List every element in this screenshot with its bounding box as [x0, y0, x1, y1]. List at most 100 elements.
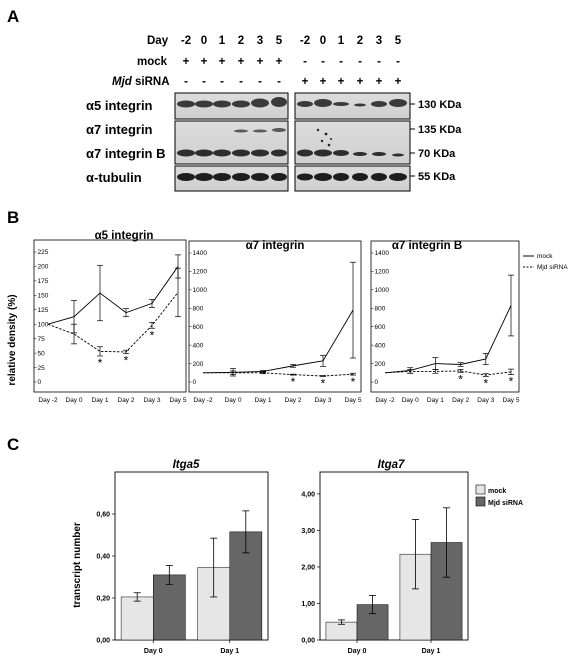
- day-label: 3: [257, 35, 263, 47]
- day-label: -2: [181, 35, 191, 47]
- day-row-label: Day: [147, 35, 169, 47]
- x-tick-label: Day 0: [402, 397, 419, 404]
- x-tick-label: Day 0: [144, 648, 163, 655]
- treatment-mark: -: [358, 56, 362, 68]
- panel-c-ylabel: transcript number: [72, 522, 83, 608]
- treatment-mark: -: [396, 56, 400, 68]
- kda-tubulin: 55 KDa: [418, 171, 456, 183]
- legend-b-sirna: Mjd siRNA: [537, 264, 568, 271]
- x-tick-label: Day 0: [348, 648, 367, 655]
- day-label: 1: [338, 35, 345, 47]
- treatment-mark: +: [238, 56, 245, 68]
- bar-title-itga7: Itga7: [378, 459, 405, 471]
- y-tick-label: 800: [375, 305, 386, 312]
- y-tick-label: 1200: [375, 269, 390, 276]
- y-tick-label: 200: [193, 361, 204, 368]
- blot-a5-mock: [174, 92, 289, 120]
- y-tick-label: 1400: [375, 250, 390, 257]
- legend-c-sirna: Mjd siRNA: [488, 500, 523, 507]
- x-tick-label: Day 2: [285, 397, 302, 404]
- day-label: 2: [238, 35, 244, 47]
- y-tick-label: 25: [38, 365, 46, 372]
- series-line-mock: [47, 266, 179, 325]
- y-tick-label: 0,40: [96, 554, 110, 561]
- y-tick-label: 400: [375, 342, 386, 349]
- kda-a7: 135 KDa: [418, 124, 462, 136]
- kda-a7b: 70 KDa: [418, 148, 456, 160]
- treatment-mark: -: [321, 56, 325, 68]
- series-line-sirna: [203, 372, 354, 377]
- significance-star: *: [351, 375, 356, 389]
- treatment-mark: -: [202, 76, 206, 88]
- x-tick-label: Day 5: [170, 397, 187, 404]
- day-label: 5: [395, 35, 402, 47]
- treatment-mark: -: [184, 76, 188, 88]
- y-tick-label: 0: [38, 379, 42, 386]
- line-chart-a7b: 0 200 400 600 800 1000 1200 1400 Day -2 Day 0 Day …: [370, 240, 520, 404]
- treatment-mark: +: [338, 76, 345, 88]
- y-tick-label: 50: [38, 350, 46, 357]
- x-tick-label: Day 3: [315, 397, 332, 404]
- significance-star: *: [150, 328, 155, 342]
- y-tick-label: 2,00: [301, 564, 315, 571]
- treatment-mark: +: [357, 76, 364, 88]
- y-tick-label: 0: [193, 379, 197, 386]
- x-tick-label: Day -2: [193, 397, 213, 404]
- y-tick-label: 3,00: [301, 528, 315, 535]
- y-tick-label: 0,60: [96, 512, 110, 519]
- y-tick-label: 4,00: [301, 491, 315, 498]
- y-tick-label: 0,00: [301, 638, 315, 645]
- bar-mock: [325, 621, 358, 641]
- treatment-mark: -: [377, 56, 381, 68]
- blot-label-a7b: α7 integrin B: [86, 146, 166, 161]
- x-tick-label: Day 0: [66, 397, 83, 404]
- significance-star: *: [124, 354, 129, 368]
- blot-a5-sirna: [294, 92, 411, 120]
- line-chart-a7: 0 200 400 600 800 1000 1200 1400 Day -2 Day 0 Day …: [188, 240, 362, 404]
- y-tick-label: 225: [38, 249, 49, 256]
- x-tick-label: Day 0: [225, 397, 242, 404]
- bar-chart-itga7: 0,00 1,00 2,00 3,00 4,00 Day 0 Day 1: [301, 471, 469, 655]
- day-label: 5: [276, 35, 283, 47]
- legend-b-mock: mock: [537, 253, 553, 260]
- y-tick-label: 1000: [193, 287, 208, 294]
- significance-star: *: [483, 376, 488, 390]
- y-tick-label: 1000: [375, 287, 390, 294]
- x-tick-label: Day -2: [375, 397, 395, 404]
- y-tick-label: 150: [38, 293, 49, 300]
- day-labels: -2 0 1 2 3 5 -2 0 1 2 3 5: [181, 35, 402, 47]
- blot-tubulin-mock: [174, 165, 289, 192]
- line-title-a7b: α7 integrin B: [392, 240, 462, 252]
- y-tick-label: 0,00: [96, 638, 110, 645]
- y-tick-label: 600: [193, 324, 204, 331]
- y-tick-label: 0: [375, 379, 379, 386]
- treatment-mark: +: [257, 56, 264, 68]
- y-tick-label: 0,20: [96, 596, 110, 603]
- day-label: 3: [376, 35, 382, 47]
- treatment-mark: -: [277, 76, 281, 88]
- x-tick-label: Day 1: [427, 397, 444, 404]
- blot-label-a7: α7 integrin: [86, 122, 153, 137]
- y-tick-label: 800: [193, 305, 204, 312]
- blot-label-tubulin: α-tubulin: [86, 170, 142, 185]
- line-title-a5: α5 integrin: [95, 230, 154, 242]
- bar-title-itga5: Itga5: [173, 459, 200, 471]
- mock-row-label: mock: [137, 56, 168, 68]
- x-tick-label: Day 1: [92, 397, 109, 404]
- day-label: 1: [219, 35, 226, 47]
- panel-b-legend: mock Mjd siRNA: [523, 253, 568, 271]
- blot-a7-mock: [174, 120, 289, 165]
- y-tick-label: 75: [38, 336, 46, 343]
- treatment-mark: -: [220, 76, 224, 88]
- plot-frame: [370, 240, 520, 393]
- blot-tubulin-sirna: [294, 165, 411, 192]
- plot-frame: [188, 240, 362, 393]
- kda-a5: 130 KDa: [418, 99, 462, 111]
- y-tick-label: 125: [38, 307, 49, 314]
- y-tick-label: 1,00: [301, 601, 315, 608]
- treatment-mark: +: [376, 76, 383, 88]
- treatment-mark: +: [183, 56, 190, 68]
- y-tick-label: 200: [38, 264, 49, 271]
- blot-label-a5: α5 integrin: [86, 98, 153, 113]
- treatment-mark: +: [219, 56, 226, 68]
